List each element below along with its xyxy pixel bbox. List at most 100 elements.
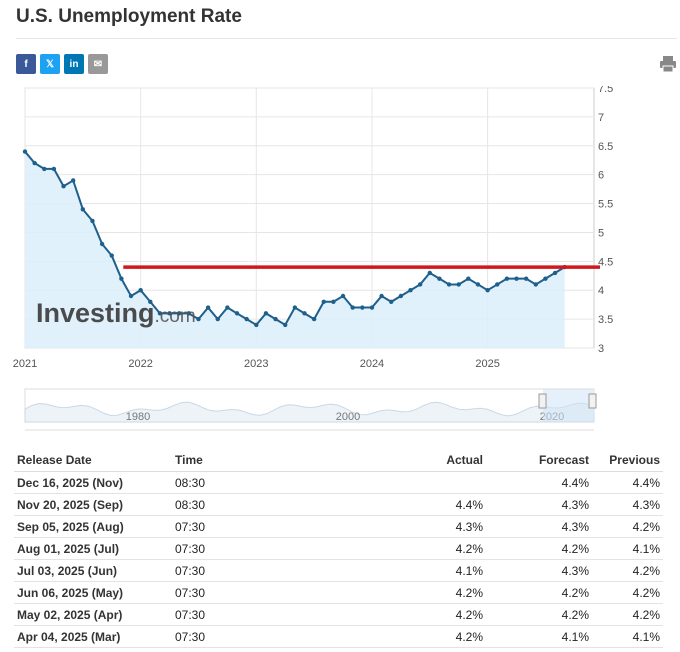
data-point[interactable] bbox=[331, 299, 336, 304]
cell-actual: 4.3% bbox=[328, 515, 486, 538]
email-icon[interactable]: ✉ bbox=[88, 54, 108, 74]
title-divider bbox=[16, 38, 677, 39]
x-tick-label: 2025 bbox=[475, 358, 499, 370]
cell-time: 07:30 bbox=[172, 581, 328, 604]
data-point[interactable] bbox=[128, 293, 134, 299]
cell-actual: 4.2% bbox=[328, 603, 486, 626]
x-icon[interactable]: 𝕏 bbox=[40, 54, 60, 74]
unemployment-chart[interactable]: 3 3.5 4 4.5 5 5.5 6 6.5 7 7.5 2021 2022 2023 2024 2025… bbox=[0, 86, 680, 436]
cell-forecast: 4.3% bbox=[486, 515, 592, 538]
data-point[interactable] bbox=[427, 270, 432, 276]
data-point[interactable] bbox=[321, 299, 326, 304]
data-point[interactable] bbox=[398, 293, 404, 299]
navigator-handle-left[interactable] bbox=[538, 393, 547, 409]
cell-date: Aug 01, 2025 (Jul) bbox=[14, 537, 172, 560]
cell-time: 07:30 bbox=[172, 625, 328, 648]
watermark-brand: Investing bbox=[36, 298, 155, 328]
data-point[interactable] bbox=[119, 276, 124, 281]
navigator-overview bbox=[24, 401, 595, 423]
data-point[interactable] bbox=[32, 160, 37, 166]
data-point[interactable] bbox=[514, 276, 519, 281]
cell-time: 07:30 bbox=[172, 559, 328, 582]
cell-previous: 4.3% bbox=[592, 493, 663, 516]
data-point[interactable] bbox=[167, 311, 172, 316]
data-point[interactable] bbox=[244, 316, 249, 322]
cell-actual: 4.2% bbox=[328, 625, 486, 648]
data-point[interactable] bbox=[157, 311, 163, 316]
linkedin-icon[interactable]: in bbox=[64, 54, 84, 74]
data-point[interactable] bbox=[109, 253, 114, 258]
data-point[interactable] bbox=[80, 207, 86, 212]
release-table: Release Date Time Actual Forecast Previo… bbox=[14, 449, 663, 648]
data-point[interactable] bbox=[99, 241, 105, 247]
data-point[interactable] bbox=[70, 178, 76, 183]
data-point[interactable] bbox=[456, 282, 461, 287]
data-point[interactable] bbox=[254, 322, 259, 328]
data-point[interactable] bbox=[446, 282, 452, 287]
navigator-label: 2000 bbox=[336, 411, 360, 423]
data-point[interactable] bbox=[292, 305, 298, 310]
cell-forecast: 4.3% bbox=[486, 493, 592, 516]
data-point[interactable] bbox=[196, 316, 201, 322]
data-point[interactable] bbox=[495, 282, 500, 287]
data-point[interactable] bbox=[504, 276, 510, 281]
cell-time: 08:30 bbox=[172, 493, 328, 516]
data-point[interactable] bbox=[61, 184, 66, 189]
cell-time: 08:30 bbox=[172, 471, 328, 494]
y-tick-label: 7.5 bbox=[598, 86, 613, 95]
data-point[interactable] bbox=[340, 293, 346, 299]
cell-forecast: 4.2% bbox=[486, 537, 592, 560]
data-point[interactable] bbox=[234, 311, 240, 316]
data-point[interactable] bbox=[177, 311, 182, 316]
x-tick-label: 2021 bbox=[13, 358, 37, 370]
data-point[interactable] bbox=[186, 311, 192, 316]
data-point[interactable] bbox=[148, 299, 153, 304]
printer-icon[interactable] bbox=[659, 55, 677, 73]
data-point[interactable] bbox=[408, 288, 413, 293]
table-row: Jun 06, 2025 (May) 07:30 4.2% 4.2% 4.2% bbox=[14, 581, 663, 604]
navigator-handle-right[interactable] bbox=[588, 393, 597, 409]
data-point[interactable] bbox=[417, 282, 423, 287]
y-tick-label: 6 bbox=[598, 170, 604, 182]
data-point[interactable] bbox=[302, 311, 307, 316]
navigator-selection[interactable] bbox=[543, 389, 593, 422]
data-point[interactable] bbox=[273, 316, 278, 322]
data-point[interactable] bbox=[552, 270, 558, 276]
data-point[interactable] bbox=[360, 305, 365, 310]
table-header-row: Release Date Time Actual Forecast Previo… bbox=[14, 449, 663, 472]
data-point[interactable] bbox=[138, 288, 143, 293]
cell-date: Jun 06, 2025 (May) bbox=[14, 581, 172, 604]
data-point[interactable] bbox=[263, 311, 269, 316]
data-point[interactable] bbox=[485, 288, 490, 293]
data-point[interactable] bbox=[225, 305, 230, 310]
data-point[interactable] bbox=[533, 282, 538, 287]
data-point[interactable] bbox=[42, 166, 47, 172]
data-point[interactable] bbox=[389, 299, 394, 304]
data-point[interactable] bbox=[51, 166, 57, 172]
col-previous: Previous bbox=[592, 449, 663, 472]
series-area bbox=[25, 151, 565, 348]
facebook-icon[interactable]: f bbox=[16, 54, 36, 74]
data-point[interactable] bbox=[543, 276, 548, 281]
data-point[interactable] bbox=[311, 316, 317, 322]
data-point[interactable] bbox=[283, 322, 288, 328]
data-point[interactable] bbox=[466, 276, 471, 281]
data-point[interactable] bbox=[350, 305, 355, 310]
investing-watermark: Investing.com bbox=[36, 298, 196, 328]
y-tick-label: 7 bbox=[598, 112, 604, 124]
data-point[interactable] bbox=[437, 276, 442, 281]
cell-previous: 4.2% bbox=[592, 603, 663, 626]
data-point[interactable] bbox=[523, 276, 529, 281]
table-row: Aug 01, 2025 (Jul) 07:30 4.2% 4.2% 4.1% bbox=[14, 537, 663, 560]
data-point[interactable] bbox=[379, 293, 384, 299]
data-point[interactable] bbox=[215, 316, 220, 322]
data-point[interactable] bbox=[90, 218, 95, 224]
data-point[interactable] bbox=[22, 149, 28, 154]
table-row: Jul 03, 2025 (Jun) 07:30 4.1% 4.3% 4.2% bbox=[14, 559, 663, 582]
data-point[interactable] bbox=[369, 305, 375, 310]
cell-forecast: 4.2% bbox=[486, 581, 592, 604]
cell-forecast: 4.4% bbox=[486, 471, 592, 494]
cell-actual: 4.2% bbox=[328, 537, 486, 560]
data-point[interactable] bbox=[475, 282, 481, 287]
data-point[interactable] bbox=[205, 305, 211, 310]
